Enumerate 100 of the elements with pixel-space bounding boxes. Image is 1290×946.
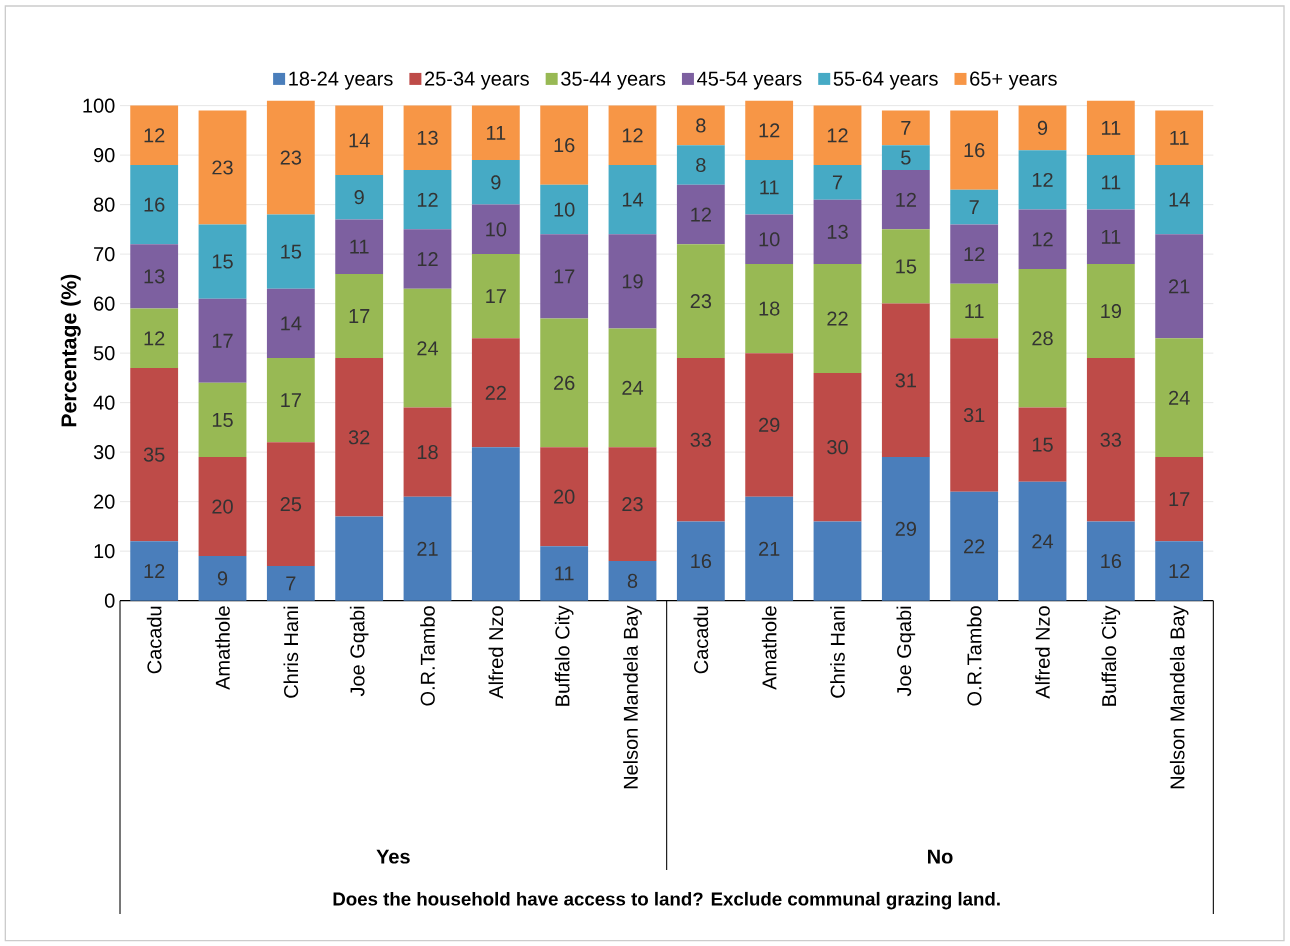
- x-tick-label: Cacadu: [146, 606, 162, 674]
- bar: [1086, 155, 1135, 210]
- data-label: 23: [690, 294, 712, 309]
- bar: [266, 214, 315, 289]
- data-label: 10: [759, 232, 780, 247]
- bar: [745, 496, 794, 601]
- bar: [950, 224, 999, 284]
- data-label: 11: [350, 239, 369, 254]
- data-label: 13: [144, 269, 165, 284]
- data-label: 14: [622, 192, 644, 207]
- bar: [540, 318, 589, 448]
- bar: [403, 169, 452, 230]
- bar: [540, 447, 589, 547]
- bar: [676, 244, 725, 359]
- bar: [130, 541, 179, 601]
- data-label: 12: [144, 128, 165, 143]
- data-label: 20: [212, 499, 233, 514]
- bar: [608, 234, 657, 329]
- data-label: 15: [212, 254, 233, 269]
- y-axis-title: Percentage (%): [60, 274, 81, 427]
- data-label: 20: [554, 489, 575, 504]
- data-label: 9: [1037, 120, 1048, 135]
- bar: [335, 174, 384, 220]
- data-label: 26: [554, 375, 575, 390]
- data-label: 17: [486, 289, 506, 304]
- y-tick-label: 90: [93, 148, 115, 163]
- x-tick-label: Nelson Mandela Bay: [1169, 605, 1189, 789]
- data-label: 15: [212, 412, 233, 427]
- bar: [540, 234, 589, 319]
- bar: [745, 160, 794, 215]
- data-label: 22: [827, 311, 848, 326]
- bar: [881, 145, 930, 170]
- data-label: 12: [896, 192, 916, 207]
- bar: [403, 288, 452, 408]
- bar: [1086, 358, 1135, 522]
- bar: [813, 199, 862, 265]
- y-tick-label: 10: [94, 544, 115, 559]
- bar: [198, 457, 247, 557]
- bar: [1086, 209, 1135, 265]
- data-label: 17: [1169, 492, 1190, 507]
- bar: [403, 407, 452, 497]
- data-label: 30: [827, 440, 848, 455]
- bar: [1018, 209, 1067, 269]
- legend-label: 45-54 years: [697, 71, 802, 90]
- bar: [130, 367, 179, 542]
- data-label: 12: [417, 252, 438, 267]
- data-label: 11: [555, 566, 574, 581]
- data-label: 15: [281, 244, 302, 259]
- data-label: 12: [417, 192, 438, 207]
- bar: [198, 224, 247, 299]
- data-label: 24: [1032, 534, 1054, 549]
- text: Yes: [376, 849, 410, 864]
- data-label: 35: [143, 447, 165, 462]
- data-label: 14: [281, 316, 302, 331]
- bar: [1018, 407, 1067, 482]
- data-label: 23: [212, 160, 233, 175]
- bar: [1155, 457, 1204, 542]
- data-label: 23: [280, 150, 302, 165]
- bar: [608, 328, 657, 448]
- legend-label: 25-34 years: [425, 71, 529, 90]
- data-label: 7: [901, 121, 911, 135]
- bar: [676, 521, 725, 601]
- bar: [1086, 100, 1135, 156]
- bar: [266, 100, 315, 215]
- y-tick-label: 70: [94, 247, 115, 262]
- bar: [676, 184, 725, 245]
- x-tick-label: Alfred Nzo: [1035, 606, 1050, 699]
- data-label: 11: [1101, 121, 1121, 135]
- data-label: 22: [964, 539, 985, 554]
- bar: [403, 229, 452, 289]
- bar: [471, 254, 520, 339]
- x-tick-label: O.R.Tambo: [966, 606, 982, 706]
- data-label: 19: [622, 274, 643, 289]
- bar: [198, 556, 247, 601]
- data-label: 16: [1101, 553, 1122, 569]
- bar: [950, 338, 999, 492]
- data-label: 33: [690, 432, 712, 447]
- bar: [266, 566, 315, 601]
- data-label: 15: [896, 259, 917, 274]
- data-label: 17: [349, 309, 370, 323]
- data-label: 17: [554, 269, 575, 284]
- bar: [950, 189, 999, 225]
- data-label: 12: [691, 207, 711, 222]
- bar: [608, 105, 657, 166]
- bar: [1155, 541, 1204, 601]
- data-label: 12: [1169, 563, 1190, 578]
- data-label: 16: [144, 197, 165, 212]
- bar: [130, 105, 179, 166]
- bar: [130, 165, 179, 245]
- data-label: 28: [1032, 331, 1053, 346]
- data-label: 11: [760, 180, 779, 195]
- y-tick-label: 50: [93, 346, 115, 361]
- bar: [130, 308, 179, 368]
- data-label: 8: [696, 118, 706, 133]
- bar: [608, 447, 657, 562]
- bar: [471, 204, 520, 255]
- bar: [540, 184, 589, 235]
- bar: [1155, 234, 1204, 339]
- bar: [403, 105, 452, 170]
- data-label: 7: [832, 175, 843, 190]
